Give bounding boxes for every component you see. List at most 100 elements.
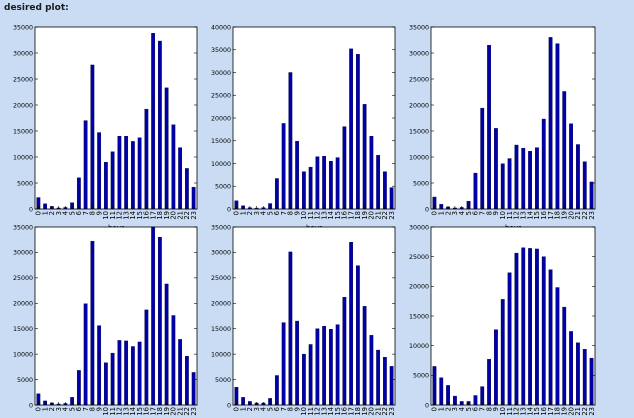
bar-hour-14 xyxy=(528,248,533,406)
x-tick-label: 6 xyxy=(472,407,480,411)
x-tick-label: 0 xyxy=(233,407,241,411)
x-tick-label: 1 xyxy=(41,407,49,411)
axes-frame xyxy=(34,26,198,210)
bar-hour-22 xyxy=(382,356,387,406)
y-tick-label: 35000 xyxy=(211,47,231,54)
x-tick-label: 12 xyxy=(314,407,322,416)
chart-grid: 0500010000150002000025000300003500001234… xyxy=(13,24,596,416)
y-tick-label: 0 xyxy=(29,206,33,213)
bar-hour-21 xyxy=(178,147,183,210)
x-tick-label: 8 xyxy=(485,211,493,215)
x-tick-label: 20 xyxy=(567,211,575,220)
x-tick-label: 8 xyxy=(287,407,295,411)
bar-hour-23 xyxy=(191,186,196,210)
x-tick-label: 19 xyxy=(163,407,171,416)
x-tick-label: 17 xyxy=(149,211,157,220)
bar-hour-21 xyxy=(178,339,183,406)
x-tick-label: 4 xyxy=(458,407,466,411)
x-tick-label: 21 xyxy=(574,407,582,416)
bar-hour-8 xyxy=(288,251,293,406)
bar-hour-11 xyxy=(308,344,313,406)
bar-hour-21 xyxy=(576,342,580,406)
x-tick-label: 13 xyxy=(519,407,527,416)
bar-hour-10 xyxy=(301,171,306,210)
x-tick-label: 14 xyxy=(129,407,137,416)
x-tick-label: 16 xyxy=(341,407,349,416)
x-tick-label: 14 xyxy=(526,407,534,416)
x-tick-label: 2 xyxy=(246,211,254,215)
y-tick-label: 20000 xyxy=(13,301,33,308)
x-tick-label: 6 xyxy=(273,211,281,215)
x-tick-label: 10 xyxy=(102,407,110,416)
x-tick-label: 4 xyxy=(260,407,268,411)
y-tick-label: 10000 xyxy=(13,154,33,161)
x-tick-label: 7 xyxy=(478,211,486,215)
x-tick-label: 15 xyxy=(533,211,541,220)
x-tick-label: 10 xyxy=(499,211,507,220)
y-tick-label: 15000 xyxy=(409,313,429,320)
x-tick-label: 2 xyxy=(48,211,56,215)
y-tick-label: 30000 xyxy=(211,250,231,257)
bar-hour-13 xyxy=(124,135,129,210)
bar-hour-22 xyxy=(184,355,189,406)
x-tick-label: 21 xyxy=(176,407,184,416)
x-tick-label: 14 xyxy=(129,211,137,220)
x-tick-label: 7 xyxy=(478,407,486,411)
x-tick-label: 3 xyxy=(451,407,459,411)
bar-hour-16 xyxy=(541,256,546,406)
x-tick-label: 14 xyxy=(327,407,335,416)
bar-hour-18 xyxy=(555,287,560,406)
bar-hour-11 xyxy=(308,166,313,210)
x-tick-label: 7 xyxy=(280,407,288,411)
x-tick-label: 3 xyxy=(451,211,459,215)
x-tick-label: 20 xyxy=(368,211,376,220)
bar-hour-15 xyxy=(535,147,539,210)
bar-hour-17 xyxy=(349,48,354,210)
x-tick-label: 8 xyxy=(89,211,97,215)
bar-hour-11 xyxy=(507,272,512,406)
y-tick-label: 35000 xyxy=(409,24,429,31)
y-tick-label: 20000 xyxy=(211,115,231,122)
x-tick-label: 19 xyxy=(560,211,568,220)
bar-hour-6 xyxy=(473,172,478,210)
y-tick-label: 40000 xyxy=(211,24,231,31)
x-tick-label: 9 xyxy=(95,211,103,215)
bar-hour-16 xyxy=(144,108,149,210)
x-tick-label: 18 xyxy=(554,407,562,416)
bar-hour-23 xyxy=(191,372,196,406)
bar-hour-9 xyxy=(97,132,102,210)
bar-hour-9 xyxy=(295,320,300,406)
y-tick-label: 25000 xyxy=(409,76,429,83)
bar-hour-10 xyxy=(103,362,108,406)
bar-hour-13 xyxy=(521,147,526,210)
y-tick-label: 10000 xyxy=(211,351,231,358)
x-tick-label: 18 xyxy=(156,407,164,416)
figure: 0 5000 10000 15000 20000 25000 30000 35000 0 1 2 3 4… xyxy=(0,14,634,418)
bar-hour-18 xyxy=(555,43,560,210)
y-tick-label: 20000 xyxy=(409,284,429,291)
x-tick-label: 5 xyxy=(465,407,473,411)
x-tick-label: 2 xyxy=(444,211,452,215)
y-tick-label: 5000 xyxy=(413,373,429,380)
bar-hour-14 xyxy=(328,161,333,210)
y-tick-label: 15000 xyxy=(13,326,33,333)
bar-hour-12 xyxy=(514,252,519,406)
x-tick-label: 18 xyxy=(354,211,362,220)
y-tick-label: 15000 xyxy=(13,128,33,135)
y-tick-label: 10000 xyxy=(211,161,231,168)
y-tick-label: 35000 xyxy=(211,224,231,231)
x-tick-label: 9 xyxy=(293,407,301,411)
bar-hour-21 xyxy=(376,349,381,406)
bar-hour-9 xyxy=(97,325,102,406)
x-tick-label: 16 xyxy=(341,211,349,220)
x-tick-label: 4 xyxy=(62,407,70,411)
x-tick-label: 21 xyxy=(374,211,382,220)
x-tick-label: 22 xyxy=(581,407,589,416)
x-tick-label: 17 xyxy=(149,407,157,416)
x-tick-label: 2 xyxy=(48,407,56,411)
x-tick-label: 9 xyxy=(492,407,500,411)
y-tick-label: 30000 xyxy=(211,70,231,77)
bar-hour-11 xyxy=(110,352,115,406)
y-tick-label: 10000 xyxy=(409,343,429,350)
bar-hour-7 xyxy=(83,120,88,210)
